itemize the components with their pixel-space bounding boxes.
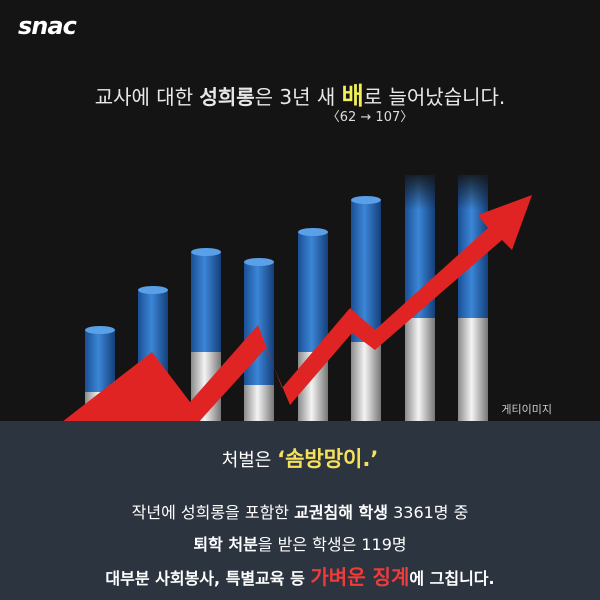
text-span: 은 3년 새 [254,85,342,109]
text-span: 대부분 사회봉사, 특별교육 등 [105,569,311,588]
text-span: 교사에 대한 [94,85,200,109]
info-panel: 처벌은 ‘솜방망이.’ 작년에 성희롱을 포함한 교권침해 학생 3361명 중… [0,421,600,600]
text-span: 성희롱 [199,85,255,109]
text-span: 에 그칩니다. [409,569,495,588]
red-arrow [63,195,532,421]
text-span: 작년에 성희롱을 포함한 [131,503,295,522]
text-span: 가벼운 징계 [310,565,410,589]
subtitle: 〈62 → 107〉 [326,110,414,125]
text-span: 배 [341,82,364,110]
text-span: 3361명 중 [388,503,469,522]
text-span: 교권침해 학생 [294,503,388,522]
body-line: 작년에 성희롱을 포함한 교권침해 학생 3361명 중 [0,501,600,525]
text-span: 을 받은 학생은 119명 [257,535,407,554]
logo: snac [18,12,77,40]
headline: 교사에 대한 성희롱은 3년 새 배로 늘어났습니다. [0,76,600,111]
body-line: 대부분 사회봉사, 특별교육 등 가벼운 징계에 그칩니다. [0,565,600,591]
punish-line: 처벌은 ‘솜방망이.’ [0,443,600,473]
text-span: 퇴학 처분 [193,535,258,554]
image-credit: 게티이미지 [501,403,552,416]
text-span: 처벌은 [221,450,278,471]
body-line: 퇴학 처분을 받은 학생은 119명 [0,533,600,557]
stock-illustration [63,170,532,421]
text-span: 로 늘어났습니다. [363,85,506,109]
text-span: ‘솜방망이.’ [277,447,379,471]
